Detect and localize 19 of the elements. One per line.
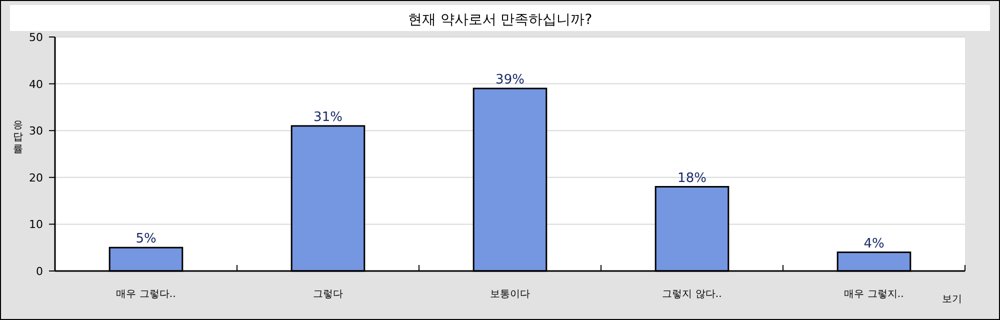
- y-tick-label: 40: [29, 78, 43, 91]
- x-tick-label: 그렇지 않다..: [662, 289, 722, 300]
- chart-title: 현재 약사로서 만족하십니까?: [408, 12, 592, 28]
- y-tick-label: 50: [29, 31, 43, 44]
- x-tick-label: 그렇다: [313, 289, 343, 300]
- x-tick-label: 매우 그렇다..: [116, 289, 176, 300]
- y-tick-label: 30: [29, 124, 43, 138]
- data-label: 18%: [678, 170, 706, 186]
- y-tick-label: 20: [29, 171, 43, 184]
- x-tick-label: 매우 그렇지..: [844, 289, 904, 300]
- text: 보기: [942, 294, 962, 305]
- y-tick-label: 0: [36, 265, 43, 278]
- y-tick-label: 10: [29, 218, 43, 232]
- x-tick-label: 보통이다: [490, 289, 530, 300]
- data-label: 5%: [136, 232, 156, 247]
- y-axis-title: 응답률: [13, 120, 23, 155]
- data-label: 4%: [864, 236, 884, 252]
- data-label: 39%: [496, 72, 524, 88]
- data-label: 31%: [314, 110, 342, 125]
